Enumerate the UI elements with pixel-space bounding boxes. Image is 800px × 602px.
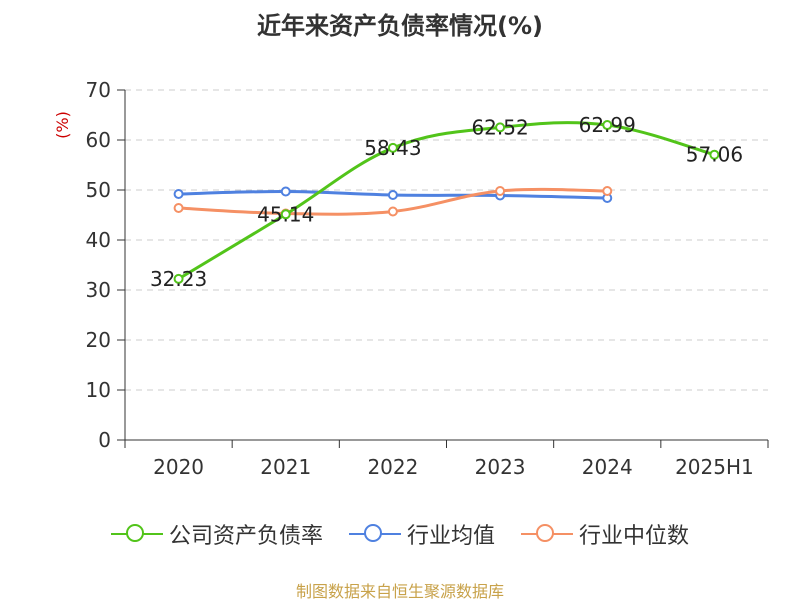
- legend-item[interactable]: 公司资产负债率: [110, 518, 323, 550]
- y-tick-label: 60: [86, 128, 111, 152]
- data-point: [280, 209, 291, 220]
- data-label: 57.06: [686, 143, 743, 167]
- data-point: [387, 190, 398, 200]
- y-tick-label: 20: [86, 328, 111, 352]
- legend-item[interactable]: 行业均值: [348, 518, 495, 550]
- y-tick-label: 0: [98, 428, 111, 452]
- data-point: [173, 189, 184, 199]
- legend-item[interactable]: 行业中位数: [521, 518, 689, 550]
- data-label: 32.23: [150, 267, 207, 291]
- legend-marker-icon: [110, 524, 163, 544]
- data-point: [173, 203, 184, 213]
- y-tick-label: 40: [86, 228, 111, 252]
- x-tick-label: 2020: [153, 455, 204, 479]
- chart-title: 近年来资产负债率情况(%): [257, 12, 543, 40]
- data-point: [280, 186, 291, 197]
- data-point: [387, 206, 398, 217]
- data-label: 45.14: [257, 202, 314, 226]
- y-tick-label: 70: [86, 78, 111, 102]
- x-tick-label: 2022: [367, 455, 418, 479]
- y-tick-label: 50: [86, 178, 111, 202]
- x-tick-label: 2021: [260, 455, 311, 479]
- legend-marker-icon: [521, 524, 573, 544]
- data-point: [173, 273, 184, 284]
- data-point: [495, 186, 506, 196]
- legend-label: 行业中位数: [579, 524, 690, 549]
- data-label: 58.43: [364, 136, 421, 160]
- y-tick-label: 10: [86, 378, 111, 402]
- x-tick-label: 2025H1: [675, 455, 754, 479]
- data-point: [495, 122, 506, 133]
- legend-marker-icon: [348, 524, 401, 544]
- data-point: [602, 120, 613, 131]
- data-label: 62.99: [579, 113, 636, 137]
- series-line-0: [177, 121, 715, 281]
- x-tick-label: 2023: [475, 455, 526, 479]
- data-label: 62.52: [471, 115, 528, 139]
- data-point: [709, 149, 720, 160]
- legend-label: 行业均值: [406, 524, 495, 549]
- y-tick-label: 30: [86, 278, 111, 302]
- data-point: [387, 142, 398, 153]
- x-tick-label: 2024: [582, 455, 633, 479]
- chart-legend: 公司资产负债率 行业均值 行业中位数: [0, 518, 800, 550]
- data-point: [602, 186, 613, 196]
- legend-label: 公司资产负债率: [168, 524, 323, 549]
- data-source-note: 制图数据来自恒生聚源数据库: [295, 582, 504, 601]
- y-axis-label: (%): [53, 111, 72, 139]
